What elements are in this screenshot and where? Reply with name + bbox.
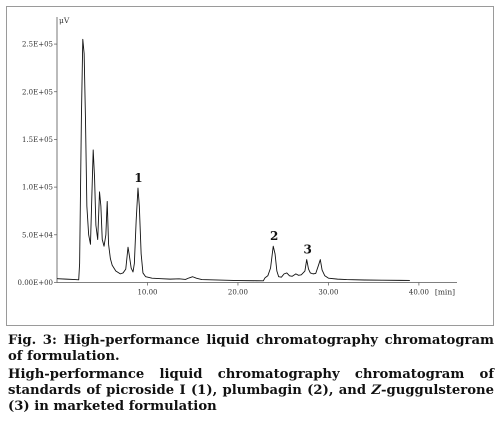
caption-line-1: Fig. 3: High-performance liquid chromato… — [8, 333, 494, 365]
y-unit-label: μV — [59, 16, 70, 25]
x-tick-label: 30.00 — [318, 288, 338, 296]
x-tick-label: 10.00 — [137, 288, 157, 296]
x-tick-label: 20.00 — [228, 288, 248, 296]
y-tick-label: 1.0E+05 — [22, 184, 53, 192]
y-tick-label: 0.00E+00 — [18, 279, 53, 287]
caption-description-a: High-performance liquid chromatography c… — [8, 367, 494, 398]
caption-description-b: -guggulsterone (3) in marketed formulati… — [8, 383, 494, 414]
x-unit-label: [min] — [435, 287, 455, 296]
chromatogram-chart: 0.00E+00 5.0E+04 1.0E+05 1.5E+05 2.0E+05 2.5E… — [6, 6, 494, 326]
figure-label: Fig. 3: — [8, 333, 57, 348]
figure-caption: Fig. 3: High-performance liquid chromato… — [8, 333, 494, 415]
caption-description-italic: Z — [371, 383, 382, 398]
y-tick-label: 5.0E+04 — [22, 231, 54, 239]
peak-label-1: 1 — [134, 171, 142, 185]
y-tick-label: 1.5E+05 — [22, 136, 53, 144]
chromatogram-plot-area: 0.00E+00 5.0E+04 1.0E+05 1.5E+05 2.0E+05 2.5E… — [18, 16, 457, 296]
caption-title: High-performance liquid chromatography c… — [8, 333, 494, 364]
x-tick-label: 40.00 — [409, 288, 429, 296]
peak-label-2: 2 — [270, 229, 278, 243]
peak-label-3: 3 — [303, 243, 311, 257]
y-tick-label: 2.0E+05 — [22, 88, 53, 96]
y-tick-label: 2.5E+05 — [22, 41, 53, 49]
caption-line-2: High-performance liquid chromatography c… — [8, 367, 494, 415]
chromatogram-trace — [56, 38, 410, 282]
